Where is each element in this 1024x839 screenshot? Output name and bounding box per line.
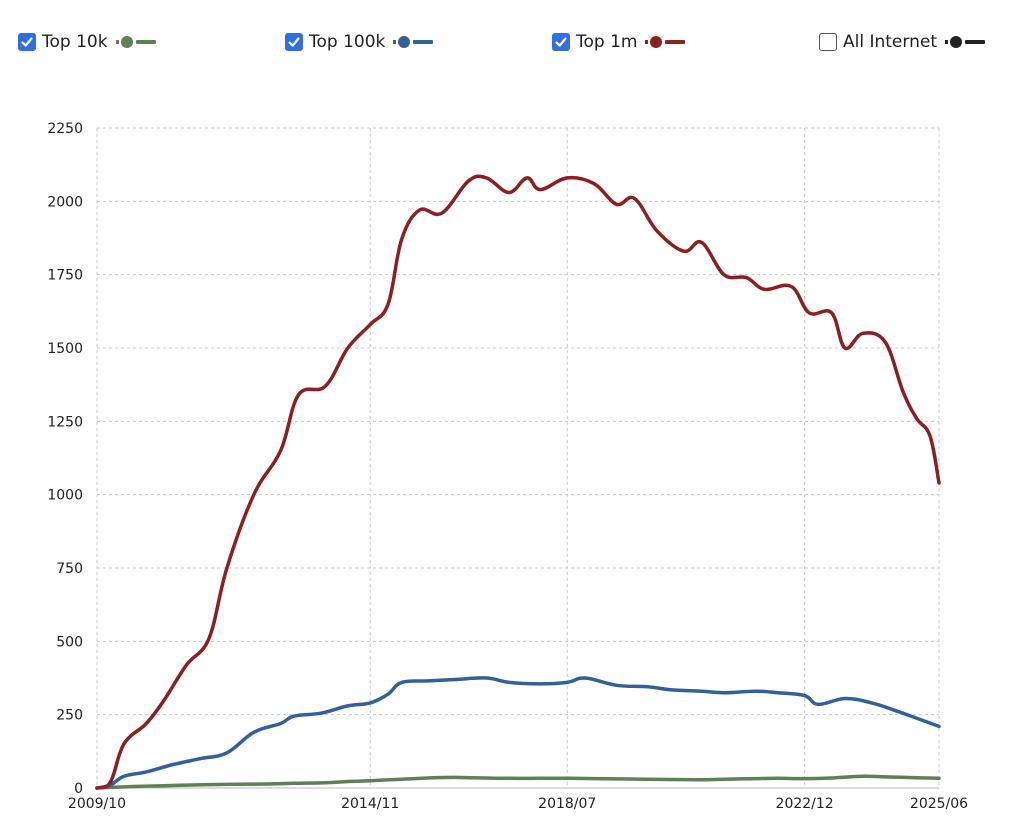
check-icon [288, 37, 300, 47]
y-tick-label: 2250 [47, 121, 83, 137]
legend-swatch-all-internet [944, 36, 985, 48]
y-tick-label: 2000 [47, 194, 83, 210]
legend-checkbox-top-1m[interactable] [552, 33, 570, 51]
series-line-top-100k [95, 676, 941, 790]
legend-label-top-1m: Top 1m [576, 32, 638, 52]
x-tick-label: 2014/11 [341, 796, 399, 812]
y-tick-label: 250 [56, 708, 83, 724]
chart-series [95, 174, 941, 790]
x-tick-label: 2009/10 [68, 796, 126, 812]
legend-swatch-top-10k [115, 36, 156, 48]
legend-swatch-top-100k [393, 36, 434, 48]
chart-grid [96, 127, 940, 789]
x-axis-ticks: 2009/10 2014/11 2018/07 2022/12 2025/06 [68, 796, 968, 812]
legend-checkbox-top-10k[interactable] [18, 33, 36, 51]
legend-item-top-1m[interactable]: Top 1m [552, 32, 687, 52]
y-tick-label: 1000 [47, 488, 83, 504]
check-icon [555, 37, 567, 47]
legend-checkbox-all-internet[interactable] [819, 33, 837, 51]
legend-checkbox-top-100k[interactable] [285, 33, 303, 51]
y-tick-label: 1500 [47, 341, 83, 357]
y-tick-label: 750 [56, 561, 83, 577]
y-tick-label: 1250 [47, 414, 83, 430]
x-tick-label: 2018/07 [538, 796, 596, 812]
legend-item-top-10k[interactable]: Top 10k [18, 32, 158, 52]
x-tick-label: 2022/12 [776, 796, 834, 812]
check-icon [21, 37, 33, 47]
chart-legend: Top 10k Top 100k Top 1m All Internet [0, 32, 1024, 62]
legend-label-all-internet: All Internet [843, 32, 937, 52]
legend-label-top-10k: Top 10k [42, 32, 108, 52]
series-line-top-10k [95, 774, 941, 790]
legend-swatch-top-1m [645, 36, 686, 48]
y-axis-ticks: 0 250 500 750 1000 1250 1500 1750 2000 2250 [47, 121, 83, 797]
y-tick-label: 0 [74, 781, 83, 797]
series-line-top-1m [95, 174, 941, 790]
legend-item-top-100k[interactable]: Top 100k [285, 32, 435, 52]
x-tick-label: 2025/06 [910, 796, 968, 812]
legend-label-top-100k: Top 100k [309, 32, 386, 52]
y-tick-label: 1750 [47, 268, 83, 284]
y-tick-label: 500 [56, 634, 83, 650]
legend-item-all-internet[interactable]: All Internet [819, 32, 987, 52]
